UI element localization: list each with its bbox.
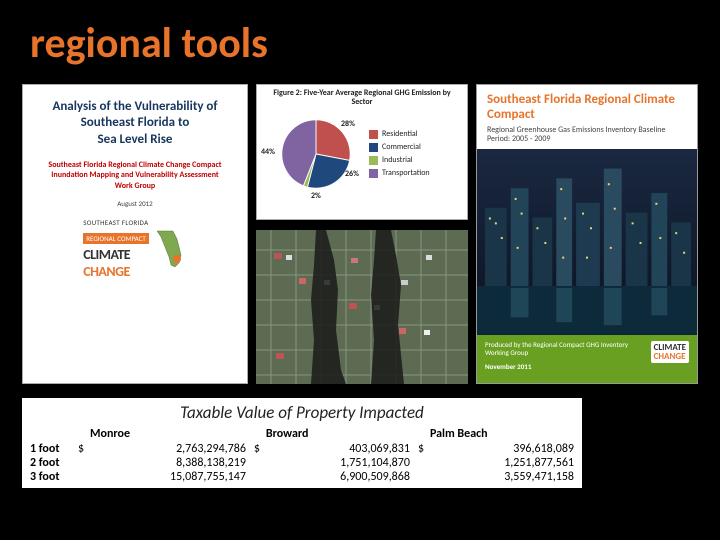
mini-logo: CLIMATECHANGE	[651, 341, 689, 363]
cell-value: 15,087,755,147	[86, 470, 250, 484]
pie-title: Figure 2: Five-Year Average Regional GHG…	[263, 89, 461, 107]
pie-chart: 28% 26% 2% 44%	[271, 109, 361, 199]
legend-item: Industrial	[369, 155, 430, 165]
col-header: Monroe	[86, 426, 250, 442]
panel1-title-line: Southeast Florida to	[81, 115, 190, 130]
text: Southeast Florida Regional Climate Chang…	[48, 160, 221, 170]
text: Inundation Mapping and Vulnerability Ass…	[51, 170, 218, 180]
cell-value: 6,900,509,868	[262, 470, 414, 484]
legend-item: Commercial	[369, 142, 430, 152]
col-header: Palm Beach	[426, 426, 578, 442]
cell-value: 1,251,877,561	[426, 456, 578, 470]
legend-label: Industrial	[382, 155, 413, 165]
legend-label: Commercial	[382, 142, 421, 152]
cell-value: 1,751,104,870	[262, 456, 414, 470]
table-title: Taxable Value of Property Impacted	[26, 400, 578, 426]
cell-value: 2,763,294,786	[86, 442, 250, 456]
dollar-sign	[414, 470, 426, 484]
pie-label-44: 44%	[261, 147, 275, 157]
table-row: 1 foot$2,763,294,786$403,069,831$396,618…	[26, 442, 578, 456]
legend-swatch	[369, 156, 378, 165]
legend-swatch	[369, 143, 378, 152]
legend-label: Residential	[382, 129, 418, 139]
cell-value: 3,559,471,158	[426, 470, 578, 484]
legend-swatch	[369, 169, 378, 178]
climate-compact-cover: Southeast Florida Regional Climate Compa…	[476, 84, 698, 384]
panel4-title: Southeast Florida Regional Climate Compa…	[487, 93, 687, 123]
pie-label-2: 2%	[311, 191, 321, 201]
pie-legend: Residential Commercial Industrial Transport…	[369, 126, 430, 181]
legend-label: Transportation	[382, 168, 430, 178]
panel4-produced: Produced by the Regional Compact GHG Inv…	[485, 341, 645, 358]
dollar-sign: $	[74, 442, 86, 456]
ghg-pie-panel: Figure 2: Five-Year Average Regional GHG…	[256, 84, 468, 220]
panel1-title-line: Analysis of the Vulnerability of	[52, 99, 217, 114]
text: Work Group	[115, 181, 155, 191]
dollar-sign	[414, 456, 426, 470]
property-table-panel: Taxable Value of Property Impacted Monro…	[22, 398, 582, 488]
logo-line: CHANGE	[83, 263, 130, 280]
table-row: 2 foot 8,388,138,219 1,751,104,870 1,251,87…	[26, 456, 578, 470]
panel1-title-line: Sea Level Rise	[98, 132, 173, 147]
row-label: 3 foot	[26, 470, 74, 484]
florida-map-icon	[155, 227, 187, 271]
panel1-subtitle: Southeast Florida Regional Climate Chang…	[33, 160, 237, 191]
skyline-photo	[477, 149, 697, 335]
climate-compact-logo: SOUTHEAST FLORIDA REGIONAL COMPACT CLIMA…	[33, 218, 237, 280]
logo-line: CLIMATE	[83, 246, 130, 263]
row-label: 1 foot	[26, 442, 74, 456]
aerial-map-panel	[256, 230, 468, 384]
dollar-sign: $	[414, 442, 426, 456]
dollar-sign	[74, 470, 86, 484]
dollar-sign	[74, 456, 86, 470]
dollar-sign	[250, 470, 262, 484]
table-row: 3 foot 15,087,755,147 6,900,509,868 3,559,4…	[26, 470, 578, 484]
logo-line: REGIONAL COMPACT	[83, 233, 149, 244]
legend-swatch	[369, 130, 378, 139]
panel4-date: November 2011	[485, 362, 645, 371]
pie-label-28: 28%	[341, 119, 355, 129]
logo-line: SOUTHEAST FLORIDA	[83, 218, 149, 227]
panel1-date: August 2012	[33, 199, 237, 208]
dollar-sign: $	[250, 442, 262, 456]
cell-value: 396,618,089	[426, 442, 578, 456]
panel4-subtitle: Regional Greenhouse Gas Emissions Invent…	[487, 126, 687, 145]
col-header: Broward	[262, 426, 414, 442]
cell-value: 403,069,831	[262, 442, 414, 456]
panel1-title: Analysis of the Vulnerability of Southea…	[33, 99, 237, 148]
legend-item: Transportation	[369, 168, 430, 178]
row-label: 2 foot	[26, 456, 74, 470]
cell-value: 8,388,138,219	[86, 456, 250, 470]
legend-item: Residential	[369, 129, 430, 139]
vulnerability-doc-panel: Analysis of the Vulnerability of Southea…	[22, 84, 248, 384]
page-title: regional tools	[0, 0, 720, 69]
logo-text: CHANGE	[654, 351, 686, 362]
property-table: Monroe Broward Palm Beach 1 foot$2,763,2…	[26, 426, 578, 484]
dollar-sign	[250, 456, 262, 470]
pie-label-26: 26%	[345, 169, 359, 179]
